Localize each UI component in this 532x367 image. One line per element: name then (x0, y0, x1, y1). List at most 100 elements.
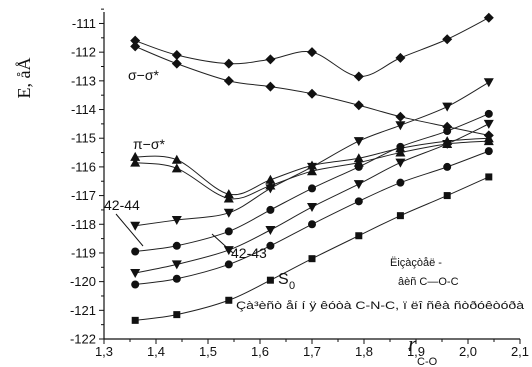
triangle-down-marker (307, 203, 317, 213)
x-tick-label: 2,1 (511, 344, 529, 359)
y-tick-label: -119 (71, 245, 96, 260)
y-axis-label: E, åÅ (14, 58, 34, 99)
square-marker (173, 311, 181, 319)
y-tick-label: -118 (71, 217, 96, 232)
square-marker (443, 192, 451, 200)
annotation-pi: π−σ* (133, 136, 165, 152)
triangle-down-marker (171, 215, 182, 225)
y-tick-label: -112 (71, 45, 96, 60)
square-marker (355, 232, 363, 240)
legend-line-3: Çà³èñò åí í ÿ êóòà C-N-C, ï ëî ñêà ñòðóê… (236, 300, 525, 312)
circle-marker (396, 178, 405, 187)
diamond-marker (442, 121, 453, 132)
circle-marker (224, 260, 233, 269)
circle-marker (131, 280, 140, 289)
y-tick-label: -117 (71, 188, 96, 203)
legend-line-2: âèñ C—O-C (398, 276, 459, 288)
diamond-marker (265, 81, 276, 92)
series-triangle-down (130, 78, 494, 231)
x-axis-label-group: r C-O (408, 331, 438, 367)
y-tick-label: -116 (71, 159, 96, 174)
triangle-down-marker (442, 139, 453, 149)
y-tick-label: -115 (71, 131, 96, 146)
square-marker (225, 296, 233, 304)
diamond-marker (395, 52, 406, 63)
square-marker (396, 212, 404, 220)
y-tick-label: -113 (71, 73, 96, 88)
square-marker (308, 255, 316, 263)
diamond-marker (130, 35, 141, 46)
triangle-down-marker (223, 208, 234, 218)
triangle-up-marker (395, 147, 406, 157)
annotation-42-44: 42-44 (104, 197, 140, 213)
legend-line-1: Ëiçàçòåë - (390, 257, 442, 269)
x-ticks: 1,3 1,4 1,5 1,6 1,7 1,8 1,9 2,0 2,1 (95, 339, 529, 359)
circle-marker (172, 241, 181, 250)
y-tick-label: -121 (70, 303, 96, 318)
triangle-up-marker (171, 163, 182, 173)
triangle-down-marker (265, 226, 276, 235)
annotation-42-43: 42-43 (231, 245, 267, 261)
annotation-s0-sub: 0 (289, 280, 295, 292)
square-marker (266, 276, 274, 284)
annotation-s0-main: S (278, 271, 289, 288)
square-marker (485, 173, 493, 181)
triangle-down-marker (353, 137, 364, 147)
annotation-sigma: σ−σ* (128, 67, 159, 83)
circle-marker (484, 109, 493, 118)
x-tick-label: 1,9 (407, 344, 425, 359)
diamond-marker (353, 100, 364, 111)
triangle-down-marker (395, 158, 406, 168)
triangle-down-marker (395, 121, 406, 131)
triangle-up-marker (130, 157, 141, 167)
diamond-marker (171, 50, 182, 61)
circle-marker (354, 197, 363, 206)
series-layer (130, 12, 494, 324)
annotation-42-44-pointer (115, 213, 144, 247)
circle-marker (484, 147, 493, 156)
triangle-down-marker (130, 221, 141, 231)
circle-marker (308, 220, 316, 229)
diamond-marker (395, 111, 406, 122)
triangle-up-marker (130, 151, 141, 161)
square-marker (131, 316, 139, 324)
series-circle (131, 147, 493, 289)
triangle-down-marker (265, 184, 276, 194)
x-tick-label: 1,8 (355, 344, 373, 359)
triangle-down-marker (483, 78, 494, 88)
circle-marker (354, 162, 363, 171)
circle-marker (396, 142, 405, 151)
series-circle (131, 109, 493, 256)
y-tick-label: -120 (70, 274, 96, 289)
annotation-42-43-pointer (211, 233, 234, 254)
diamond-marker (307, 88, 317, 99)
diamond-marker (483, 12, 494, 23)
triangle-up-marker (223, 193, 234, 203)
diamond-marker (265, 54, 276, 65)
x-tick-label: 2,0 (459, 344, 477, 359)
diamond-marker (130, 41, 141, 52)
series-diamond (130, 41, 494, 141)
series-triangle-down (130, 119, 494, 279)
diamond-marker (307, 47, 317, 58)
circle-marker (266, 241, 275, 250)
circle-marker (443, 127, 452, 136)
triangle-down-marker (483, 119, 494, 129)
diamond-marker (353, 71, 364, 82)
y-tick-label: -122 (70, 332, 96, 347)
y-tick-label: -111 (72, 16, 96, 31)
triangle-down-marker (442, 102, 453, 112)
triangle-up-marker (171, 154, 182, 164)
diamond-marker (223, 75, 234, 86)
y-tick-label: -114 (71, 102, 96, 117)
series-diamond (130, 12, 494, 82)
circle-marker (224, 227, 233, 236)
series-square (131, 173, 493, 324)
series-line (135, 176, 490, 321)
annotation-s0: S 0 (278, 271, 295, 292)
x-tick-label: 1,3 (95, 344, 113, 359)
plot-frame (103, 12, 520, 340)
x-axis-label-sub: C-O (417, 356, 438, 367)
triangle-down-marker (307, 162, 317, 172)
